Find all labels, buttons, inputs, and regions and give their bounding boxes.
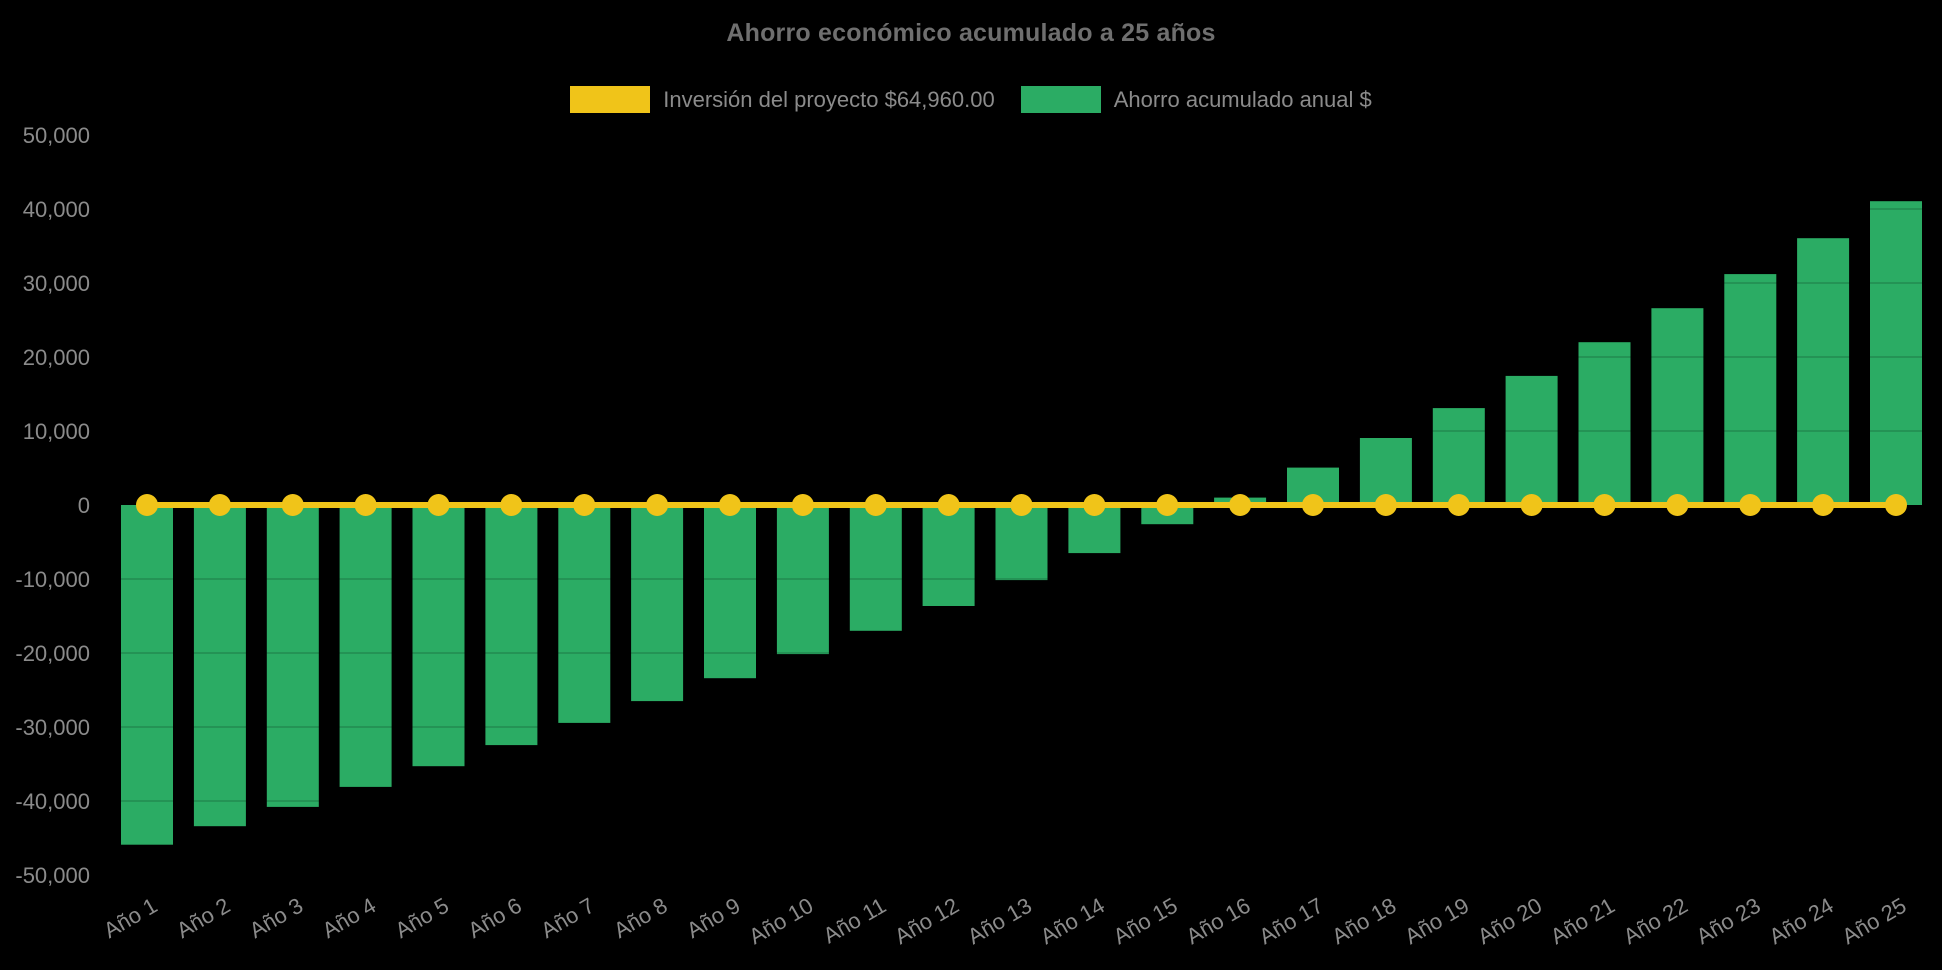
x-axis-tick-label: Año 7 <box>536 893 598 943</box>
inversion-legend-label: Inversión del proyecto $64,960.00 <box>663 86 995 112</box>
inversion-line-dot <box>281 494 304 516</box>
bar-año-24 <box>1797 238 1850 505</box>
bar-año-2 <box>193 505 246 827</box>
x-axis-tick-label: Año 3 <box>245 893 307 943</box>
x-axis-tick-label: Año 2 <box>172 893 234 943</box>
x-axis-tick-label: Año 5 <box>391 893 453 943</box>
inversion-line-dot <box>1010 494 1033 516</box>
bar-año-9 <box>704 505 756 679</box>
y-axis-tick-label: -40,000 <box>15 789 90 814</box>
bar-año-25 <box>1870 201 1922 505</box>
bar-año-6 <box>485 505 538 746</box>
bar-año-3 <box>266 505 319 807</box>
x-axis-tick-label: Año 25 <box>1838 893 1911 950</box>
inversion-line-dot <box>1739 494 1762 516</box>
x-axis-tick-label: Año 15 <box>1109 893 1182 950</box>
legend-item-ahorro[interactable]: Ahorro acumulado anual $ <box>1020 86 1372 113</box>
bar-año-21 <box>1578 342 1631 505</box>
inversion-line-dot <box>864 494 887 516</box>
x-axis-tick-label: Año 4 <box>318 893 380 943</box>
x-axis-tick-label: Año 23 <box>1692 893 1765 950</box>
inversion-line-dot <box>937 494 960 516</box>
x-axis-tick-label: Año 9 <box>682 893 744 943</box>
x-axis-tick-label: Año 12 <box>890 893 963 950</box>
x-axis-tick-label: Año 8 <box>609 893 671 943</box>
bar-año-20 <box>1505 375 1558 505</box>
legend-item-inversion[interactable]: Inversión del proyecto $64,960.00 <box>570 86 995 113</box>
inversion-line-dot <box>719 494 741 516</box>
inversion-line-dot <box>646 494 669 516</box>
inversion-line-dot <box>136 494 158 516</box>
y-axis-tick-label: -30,000 <box>15 715 90 740</box>
x-axis-tick-label: Año 1 <box>99 893 161 943</box>
bar-año-5 <box>412 505 465 767</box>
bar-año-12 <box>922 505 975 606</box>
inversion-legend-swatch <box>570 86 651 113</box>
bar-año-22 <box>1651 308 1704 505</box>
inversion-line-dot <box>1229 494 1252 516</box>
bar-año-7 <box>558 505 611 723</box>
y-axis-tick-label: -50,000 <box>15 863 90 888</box>
y-axis-tick-label: 40,000 <box>23 197 90 222</box>
inversion-line-dot <box>1447 494 1470 516</box>
x-axis-tick-label: Año 6 <box>464 893 526 943</box>
bar-año-23 <box>1724 274 1777 505</box>
inversion-line-dot <box>1520 494 1543 516</box>
x-axis-tick-label: Año 22 <box>1619 893 1692 950</box>
ahorro-legend-label: Ahorro acumulado anual $ <box>1113 86 1372 112</box>
x-axis-tick-label: Año 14 <box>1036 893 1109 950</box>
chart-legend: Inversión del proyecto $64,960.00 Ahorro… <box>0 86 1942 113</box>
x-axis-tick-label: Año 13 <box>963 893 1036 950</box>
bar-año-1 <box>121 505 173 845</box>
bar-año-10 <box>776 505 829 655</box>
bar-año-18 <box>1359 438 1412 505</box>
inversion-line-dot <box>1812 494 1835 516</box>
inversion-line-dot <box>208 494 231 516</box>
y-axis-tick-label: 20,000 <box>23 345 90 370</box>
inversion-line-dot <box>500 494 523 516</box>
inversion-line-dot <box>1593 494 1616 516</box>
inversion-line-dot <box>1666 494 1689 516</box>
bar-año-4 <box>339 505 392 787</box>
x-axis-tick-label: Año 16 <box>1182 893 1255 950</box>
inversion-line-dot <box>1083 494 1106 516</box>
y-axis-tick-label: 0 <box>78 493 90 518</box>
inversion-line-dot <box>427 494 450 516</box>
bar-año-13 <box>995 505 1048 581</box>
ahorro-legend-swatch <box>1020 86 1101 113</box>
bar-año-8 <box>631 505 684 702</box>
inversion-line-dot <box>573 494 596 516</box>
inversion-line-dot <box>1374 494 1397 516</box>
y-axis-tick-label: -10,000 <box>15 567 90 592</box>
inversion-line-dot <box>1302 494 1324 516</box>
x-axis-tick-label: Año 19 <box>1400 893 1473 950</box>
inversion-line-dot <box>791 494 814 516</box>
x-axis-tick-label: Año 24 <box>1765 893 1838 950</box>
y-axis-tick-label: 50,000 <box>23 123 90 148</box>
y-axis-tick-label: -20,000 <box>15 641 90 666</box>
chart-title: Ahorro económico acumulado a 25 años <box>726 19 1216 47</box>
x-axis-tick-label: Año 21 <box>1546 893 1619 950</box>
y-axis-tick-label: 30,000 <box>23 271 90 296</box>
x-axis-tick-label: Año 18 <box>1327 893 1400 950</box>
x-axis-tick-label: Año 10 <box>744 893 817 950</box>
inversion-line-dot <box>1885 494 1907 516</box>
x-axis-tick-label: Año 20 <box>1473 893 1546 950</box>
inversion-line-dot <box>1156 494 1179 516</box>
inversion-line-dot <box>354 494 377 516</box>
bar-año-11 <box>849 505 902 631</box>
x-axis-tick-label: Año 17 <box>1255 893 1328 950</box>
x-axis-tick-label: Año 11 <box>819 893 890 949</box>
bar-año-19 <box>1432 408 1485 505</box>
y-axis-tick-label: 10,000 <box>23 419 90 444</box>
